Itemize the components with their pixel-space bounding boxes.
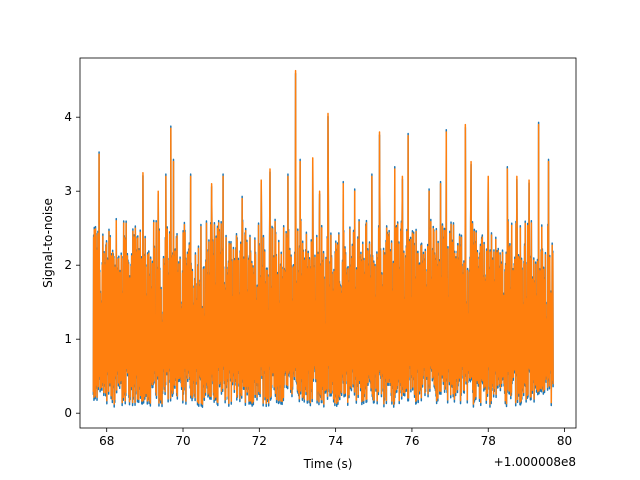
y-tick-label: 3 [64,184,72,198]
x-tick-label: 72 [252,434,267,448]
x-tick-label: 78 [481,434,496,448]
x-tick-label: 80 [557,434,572,448]
y-axis-label: Signal-to-noise [41,198,55,288]
x-tick-label: 74 [328,434,343,448]
x-tick-label: 76 [404,434,419,448]
x-tick-label: 70 [175,434,190,448]
y-tick-label: 4 [64,110,72,124]
series-layer [92,69,554,408]
x-tick-label: 68 [99,434,114,448]
x-axis-label: Time (s) [303,457,353,471]
y-tick-label: 0 [64,406,72,420]
y-tick-label: 1 [64,332,72,346]
y-axis: 0 1 2 3 4 [64,110,80,420]
y-tick-label: 2 [64,258,72,272]
x-axis: 68 70 72 74 76 78 80 [99,428,572,448]
x-offset-label: +1.000008e8 [494,455,576,469]
plot-frame [79,57,577,429]
series-line-2 [92,69,554,406]
